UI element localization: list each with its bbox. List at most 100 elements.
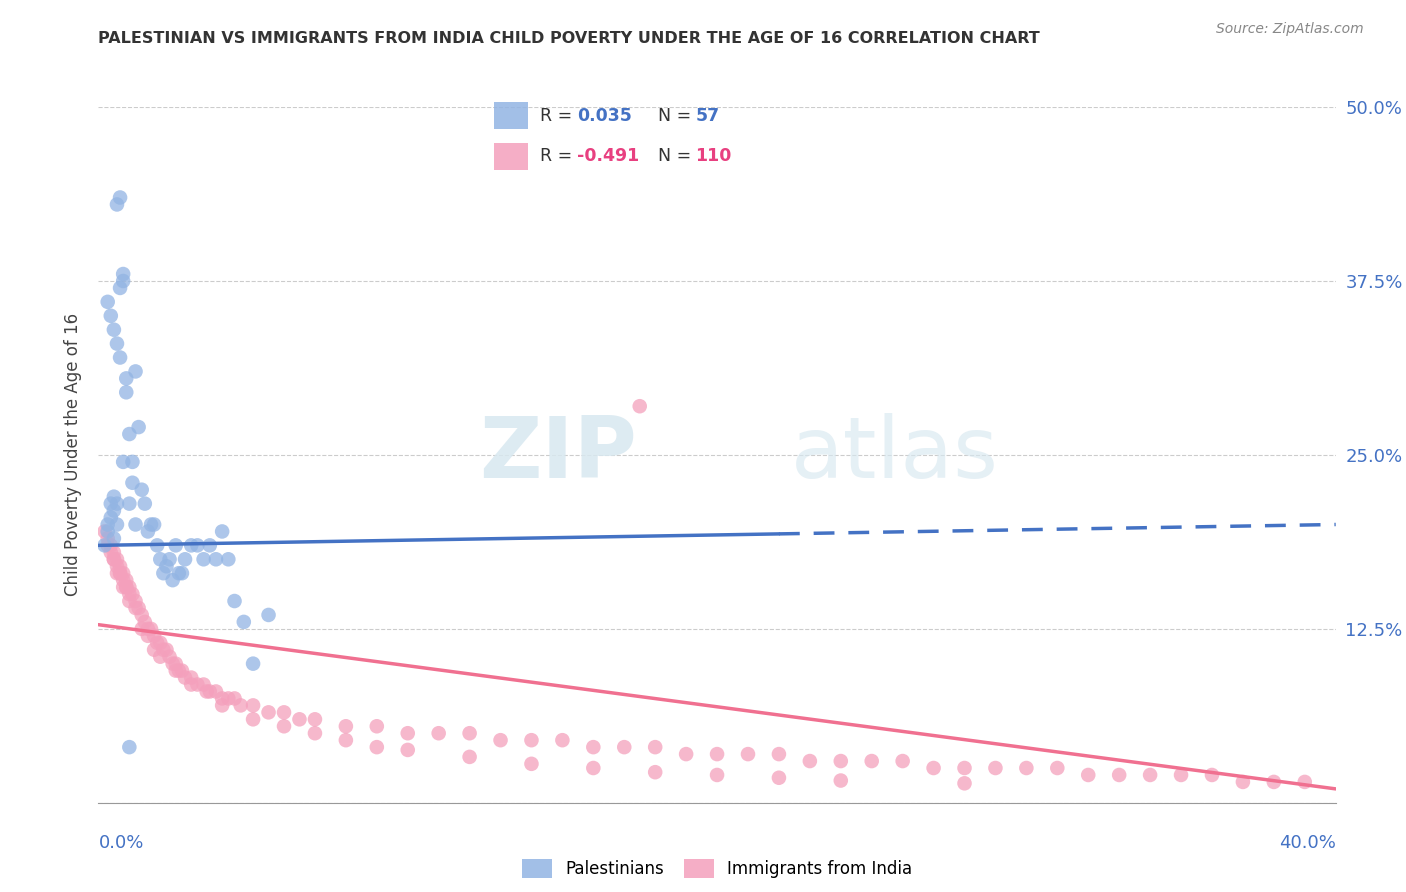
Point [97, 538, 120, 552]
Point [100, 538, 122, 552]
Point [112, 566, 135, 581]
Point [103, 552, 125, 566]
Point [953, 761, 976, 775]
Point [121, 455, 143, 469]
Point [242, 657, 264, 671]
Point [105, 197, 128, 211]
Point [1108, 768, 1130, 782]
Point [613, 740, 636, 755]
Point [155, 559, 177, 574]
Point [830, 754, 852, 768]
Text: atlas: atlas [792, 413, 1000, 497]
Point [706, 747, 728, 761]
Point [257, 607, 280, 622]
Point [675, 747, 697, 761]
Point [520, 756, 543, 771]
Point [211, 524, 233, 539]
Point [93, 538, 115, 552]
Point [1046, 761, 1069, 775]
Point [139, 517, 162, 532]
Point [103, 503, 125, 517]
Point [97, 294, 120, 309]
Point [103, 552, 125, 566]
Point [118, 594, 141, 608]
Point [211, 698, 233, 713]
Point [1201, 768, 1223, 782]
Point [149, 636, 172, 650]
Point [174, 671, 197, 685]
Point [134, 615, 156, 629]
Point [186, 677, 208, 691]
Point [224, 691, 246, 706]
Point [582, 740, 605, 755]
Point [458, 750, 481, 764]
Point [105, 566, 128, 581]
Point [118, 580, 141, 594]
Point [159, 649, 181, 664]
Point [115, 580, 138, 594]
Point [103, 532, 125, 546]
Text: -0.491: -0.491 [578, 147, 640, 165]
Point [1139, 768, 1161, 782]
Point [124, 364, 146, 378]
Point [170, 566, 193, 581]
Point [118, 587, 141, 601]
Point [124, 601, 146, 615]
Y-axis label: Child Poverty Under the Age of 16: Child Poverty Under the Age of 16 [65, 313, 83, 597]
Point [115, 580, 138, 594]
Legend: Palestinians, Immigrants from India: Palestinians, Immigrants from India [515, 853, 920, 885]
Point [396, 726, 419, 740]
Point [174, 552, 197, 566]
Point [131, 607, 153, 622]
Point [152, 642, 174, 657]
Point [628, 399, 651, 413]
Text: 40.0%: 40.0% [1279, 834, 1336, 852]
Point [860, 754, 883, 768]
Text: R =: R = [540, 147, 578, 165]
Point [136, 622, 159, 636]
Point [953, 776, 976, 790]
Text: 57: 57 [696, 107, 720, 125]
Point [105, 336, 128, 351]
Point [1263, 775, 1285, 789]
Text: 110: 110 [696, 147, 733, 165]
Point [366, 740, 388, 755]
Point [458, 726, 481, 740]
Point [644, 765, 666, 780]
Text: N =: N = [658, 147, 697, 165]
Point [143, 642, 166, 657]
Point [768, 747, 790, 761]
Point [100, 497, 122, 511]
Point [149, 552, 172, 566]
Point [108, 281, 131, 295]
Point [146, 636, 169, 650]
Point [366, 719, 388, 733]
Point [165, 664, 187, 678]
Point [103, 545, 125, 559]
Point [105, 517, 128, 532]
Point [193, 552, 215, 566]
Point [112, 267, 135, 281]
Point [644, 740, 666, 755]
Point [118, 740, 141, 755]
Point [121, 475, 143, 490]
Point [100, 510, 122, 524]
Point [198, 538, 221, 552]
Point [167, 566, 190, 581]
Point [1232, 775, 1254, 789]
Point [737, 747, 759, 761]
Point [97, 517, 120, 532]
Point [165, 538, 187, 552]
Text: 0.035: 0.035 [578, 107, 633, 125]
Point [232, 615, 254, 629]
Point [195, 684, 218, 698]
Point [112, 573, 135, 587]
Point [1077, 768, 1099, 782]
Point [396, 743, 419, 757]
Point [155, 642, 177, 657]
Point [162, 573, 184, 587]
Point [520, 733, 543, 747]
Point [335, 719, 357, 733]
Point [186, 538, 208, 552]
Point [205, 684, 228, 698]
